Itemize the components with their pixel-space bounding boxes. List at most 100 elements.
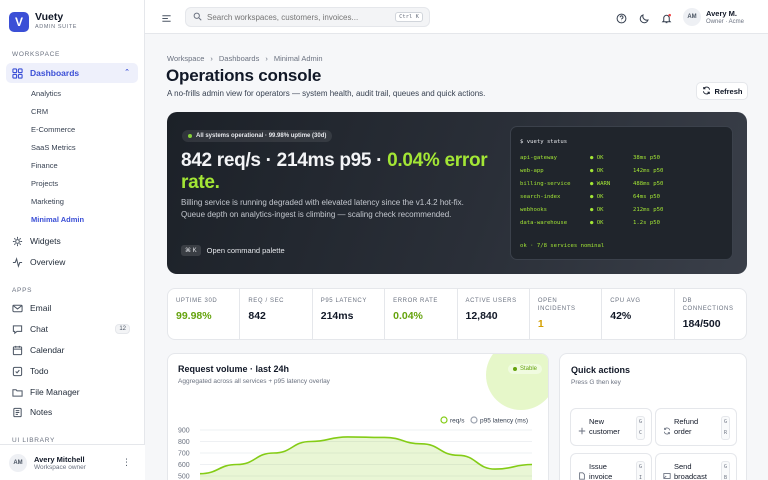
chart-title: Request volume · last 24h [178, 364, 290, 374]
refresh-button[interactable]: Refresh [696, 82, 748, 100]
service-latency: 64ms p50 [633, 194, 660, 200]
sidebar-item-label: Widgets [30, 236, 61, 246]
plus-icon [578, 422, 586, 435]
sidebar-subitem-projects[interactable]: Projects [31, 179, 59, 188]
req-series-line [199, 436, 533, 475]
service-latency: 212ms p50 [633, 207, 664, 213]
command-palette-button[interactable]: ⌘ K Open command palette [181, 245, 285, 256]
activity-icon [12, 256, 23, 268]
terminal-footer: ok · 7/8 services nominal [520, 243, 605, 249]
sidebar-item-label: Dashboards [30, 68, 80, 78]
terminal-service-row: data-warehouse ● OK 1.2s p50 [520, 220, 725, 229]
legend-marker-p95 [470, 416, 478, 424]
service-name: billing-service [520, 181, 571, 187]
terminal-service-row: search-index ● OK 64ms p50 [520, 194, 725, 203]
grid-icon [12, 67, 23, 79]
mail-icon [12, 303, 23, 314]
sidebar-item-file-manager[interactable]: File Manager [6, 382, 138, 402]
sidebar-subitem-crm[interactable]: CRM [31, 107, 49, 116]
kpi-value: 184/500 [682, 318, 721, 330]
kpi-value: 842 [248, 310, 266, 322]
service-status: ● OK [590, 168, 604, 174]
kpi-label: OPEN INCIDENTS [537, 298, 576, 312]
kpi-req-sec: REQ / SEC 842 [240, 289, 313, 339]
chart-subtitle: Aggregated across all services + p95 lat… [178, 378, 330, 385]
send-broadcast-button[interactable]: Send broadcast G B [655, 453, 737, 480]
moon-icon[interactable] [639, 11, 650, 24]
search-shortcut: Ctrl K [395, 12, 423, 22]
sidebar-item-overview[interactable]: Overview [6, 252, 138, 272]
sidebar-item-notes[interactable]: Notes [6, 402, 138, 422]
command-palette-label: Open command palette [206, 246, 285, 255]
system-status-pill: All systems operational · 99.98% uptime … [182, 130, 333, 142]
kpi-label: P95 LATENCY [320, 298, 367, 304]
calendar-icon [12, 345, 23, 356]
user-role: Owner · Acme [706, 18, 745, 25]
user-role: Workspace owner [34, 463, 86, 471]
kpi-value: 1 [537, 318, 544, 330]
search-icon [193, 8, 202, 26]
avatar: AM [9, 453, 27, 472]
kpi-label: REQ / SEC [248, 298, 285, 304]
kpi-p95-latency: P95 LATENCY 214ms [313, 289, 386, 339]
request-volume-chart: 900 800 700 600 500 req/s p95 latency (ms) [178, 416, 533, 480]
legend-label-p95: p95 latency (ms) [480, 418, 528, 425]
section-label-workspace: WORKSPACE [12, 51, 61, 58]
sidebar-subitem-saas-metrics[interactable]: SaaS Metrics [31, 143, 76, 152]
sparkle-icon [12, 236, 23, 247]
help-icon[interactable] [616, 11, 627, 24]
sidebar-subitem-marketing[interactable]: Marketing [31, 197, 64, 206]
chat-icon [12, 324, 23, 335]
sidebar-item-widgets[interactable]: Widgets [6, 231, 138, 251]
breadcrumb-item[interactable]: Workspace [167, 54, 205, 63]
sidebar-item-dashboards[interactable]: Dashboards ⌃ [6, 63, 138, 83]
breadcrumb-item[interactable]: Dashboards [218, 54, 260, 63]
search-input[interactable] [207, 12, 397, 22]
bell-icon[interactable] [661, 11, 672, 24]
user-name: Avery Mitchell [34, 454, 85, 464]
avatar: AM [683, 8, 701, 26]
kpi-active-users: ACTIVE USERS 12,840 [458, 289, 530, 339]
quick-action-shortcut: G R [721, 416, 730, 440]
sidebar-item-label: Overview [30, 257, 66, 267]
service-name: web-app [520, 168, 544, 174]
file-icon [578, 467, 586, 480]
refund-order-button[interactable]: Refund order G R [655, 408, 737, 446]
folder-icon [12, 387, 23, 398]
status-hero: All systems operational · 99.98% uptime … [167, 112, 747, 274]
kpi-value: 42% [610, 310, 632, 322]
issue-invoice-button[interactable]: Issue invoice G I [570, 453, 652, 480]
status-terminal: $ vuety status api-gateway ● OK 38ms p50… [510, 126, 733, 260]
sidebar-user-card[interactable]: AM Avery Mitchell Workspace owner ⋮ [0, 444, 145, 480]
kpi-strip: UPTIME 30D 99.98% REQ / SEC 842 P95 LATE… [167, 288, 747, 340]
sidebar-subitem-finance[interactable]: Finance [31, 161, 58, 170]
chat-count-badge: 12 [115, 324, 130, 334]
sidebar-item-chat[interactable]: Chat 12 [6, 319, 138, 339]
sidebar-item-email[interactable]: Email [6, 298, 138, 318]
decorative-glow [486, 354, 548, 410]
kpi-open-incidents: OPEN INCIDENTS 1 [530, 289, 603, 339]
status-dot [188, 134, 192, 138]
menu-icon[interactable] [161, 11, 172, 22]
y-tick-label: 700 [178, 451, 190, 458]
topbar-user-menu[interactable]: AM Avery M. Owner · Acme [683, 8, 744, 26]
kpi-value: 214ms [320, 310, 354, 322]
more-vertical-icon[interactable]: ⋮ [122, 457, 131, 467]
sidebar-subitem-analytics[interactable]: Analytics [31, 89, 62, 98]
quick-actions-title: Quick actions [571, 365, 631, 375]
quick-actions-card: Quick actions Press G then key New custo… [559, 353, 747, 480]
refresh-label: Refresh [714, 86, 743, 96]
sidebar-subitem-ecommerce[interactable]: E-Commerce [31, 125, 76, 134]
system-status-text: All systems operational · 99.98% uptime … [196, 133, 327, 139]
sidebar-subitem-minimal-admin[interactable]: Minimal Admin [31, 215, 85, 224]
brand-logo: V [9, 11, 29, 32]
new-customer-button[interactable]: New customer G C [570, 408, 652, 446]
search-bar[interactable]: Ctrl K [185, 7, 430, 27]
sidebar-item-todo[interactable]: Todo [6, 361, 138, 381]
brand[interactable]: V Vuety ADMIN SUITE [0, 0, 144, 34]
sidebar-item-calendar[interactable]: Calendar [6, 340, 138, 360]
quick-action-shortcut: G C [636, 416, 645, 440]
terminal-service-row: webhooks ● OK 212ms p50 [520, 207, 725, 216]
kpi-cpu-avg: CPU AVG 42% [602, 289, 675, 339]
y-tick-label: 900 [178, 428, 190, 435]
